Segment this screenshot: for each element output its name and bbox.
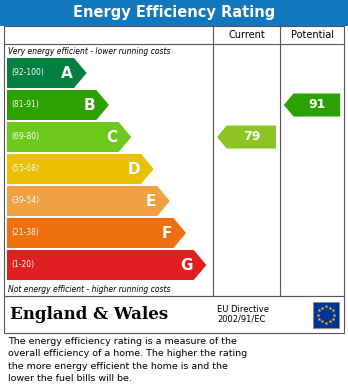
Text: Potential: Potential xyxy=(291,30,333,40)
Text: 2002/91/EC: 2002/91/EC xyxy=(217,315,266,324)
Text: (81-91): (81-91) xyxy=(11,100,39,109)
Polygon shape xyxy=(284,93,340,117)
Text: (1-20): (1-20) xyxy=(11,260,34,269)
Text: C: C xyxy=(106,129,118,145)
Text: F: F xyxy=(162,226,173,240)
Text: The energy efficiency rating is a measure of the
overall efficiency of a home. T: The energy efficiency rating is a measur… xyxy=(8,337,247,383)
Text: Very energy efficient - lower running costs: Very energy efficient - lower running co… xyxy=(8,47,171,56)
Text: (69-80): (69-80) xyxy=(11,133,39,142)
Polygon shape xyxy=(7,186,170,216)
Polygon shape xyxy=(7,154,153,184)
Text: G: G xyxy=(180,258,193,273)
Text: (39-54): (39-54) xyxy=(11,197,39,206)
Text: Energy Efficiency Rating: Energy Efficiency Rating xyxy=(73,5,275,20)
Polygon shape xyxy=(7,218,186,248)
Bar xyxy=(4,296,344,333)
Text: 79: 79 xyxy=(243,131,260,143)
Bar xyxy=(4,26,344,296)
Text: (21-38): (21-38) xyxy=(11,228,39,237)
Text: England & Wales: England & Wales xyxy=(10,306,168,323)
Text: 91: 91 xyxy=(308,99,325,111)
Polygon shape xyxy=(7,90,109,120)
Polygon shape xyxy=(7,250,206,280)
Bar xyxy=(0,0,348,26)
Text: E: E xyxy=(146,194,156,208)
Text: B: B xyxy=(84,97,95,113)
Text: D: D xyxy=(127,161,140,176)
Polygon shape xyxy=(7,122,131,152)
Text: (55-68): (55-68) xyxy=(11,165,39,174)
Bar xyxy=(313,301,339,328)
Polygon shape xyxy=(217,126,276,149)
Text: EU Directive: EU Directive xyxy=(217,305,269,314)
Text: A: A xyxy=(61,66,73,81)
Text: Not energy efficient - higher running costs: Not energy efficient - higher running co… xyxy=(8,285,171,294)
Text: (92-100): (92-100) xyxy=(11,68,44,77)
Polygon shape xyxy=(7,58,87,88)
Text: Current: Current xyxy=(228,30,265,40)
